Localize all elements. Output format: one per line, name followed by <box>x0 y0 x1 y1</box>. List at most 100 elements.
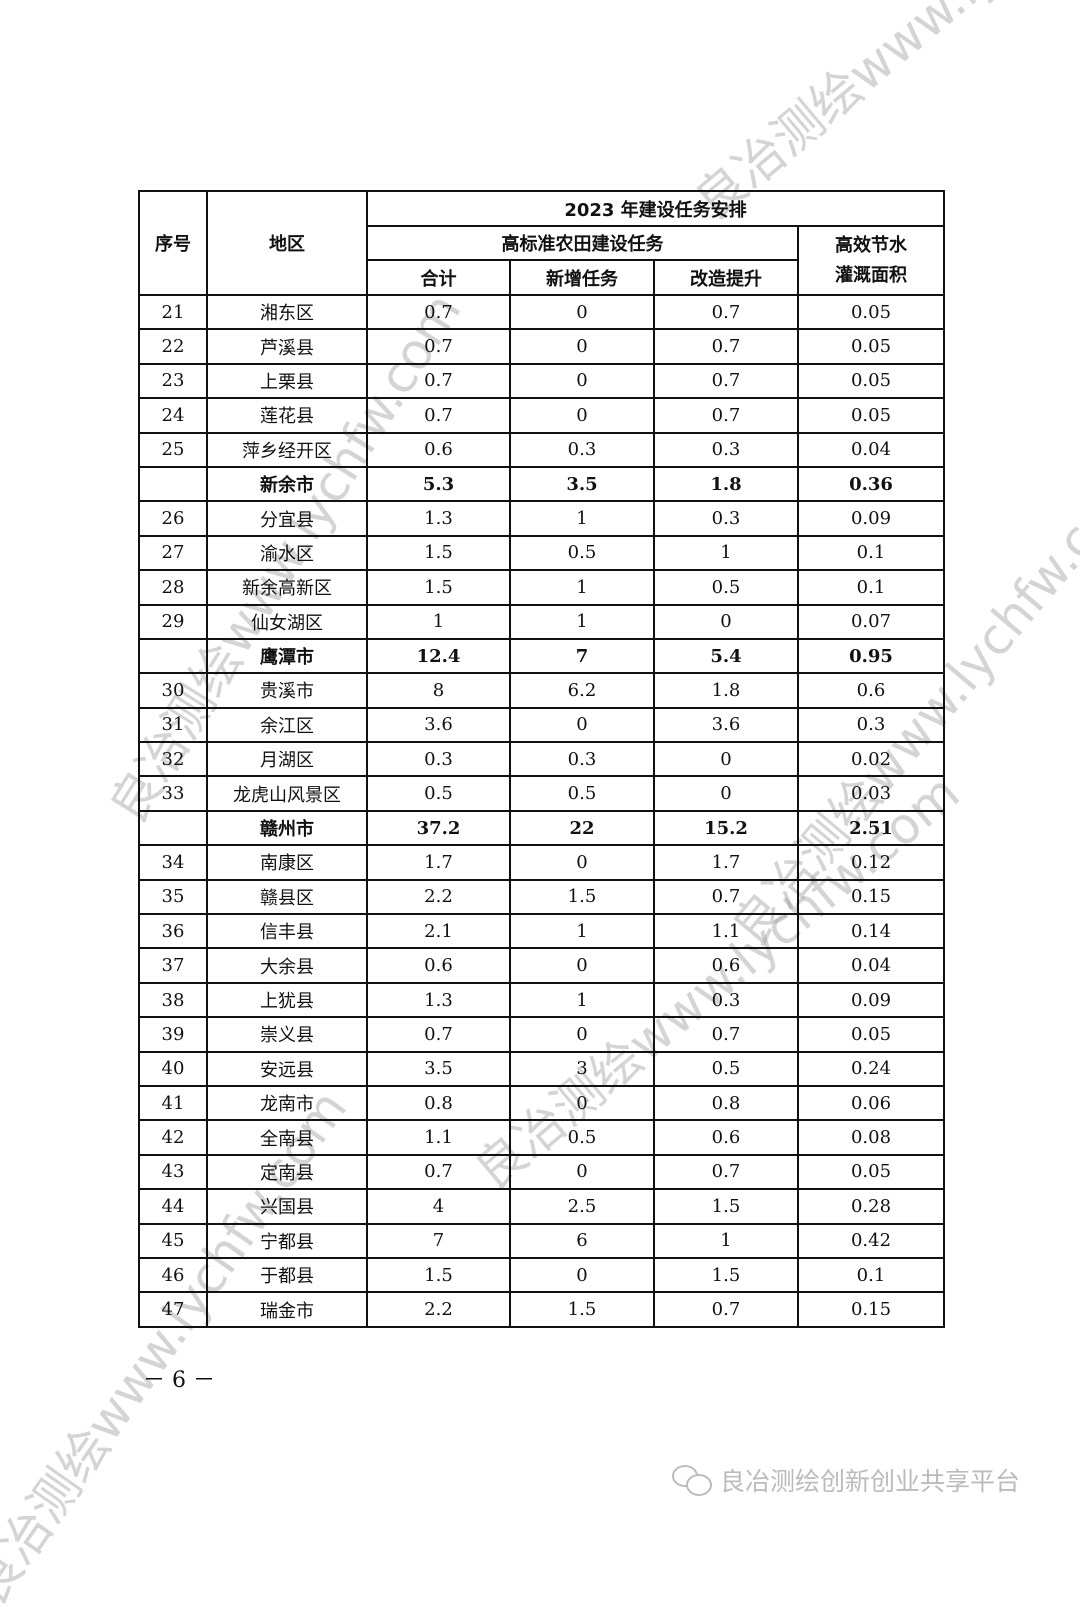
cell-upgrade: 0.7 <box>653 1016 799 1053</box>
cell-new: 0.5 <box>509 534 655 572</box>
cell-total: 4 <box>366 1188 511 1225</box>
cell-water: 0.05 <box>797 362 945 400</box>
cell-seq: 47 <box>138 1291 208 1328</box>
cell-region: 芦溪县 <box>206 328 368 365</box>
cell-total: 0.7 <box>366 293 511 331</box>
cell-region: 渝水区 <box>206 534 368 572</box>
table-row: 37 大余县 0.6 0 0.6 0.04 <box>138 947 945 984</box>
cell-upgrade: 0.5 <box>653 569 799 606</box>
cell-water: 0.06 <box>797 1084 945 1122</box>
cell-water: 0.05 <box>797 293 945 331</box>
table-row: 34 南康区 1.7 0 1.7 0.12 <box>138 844 945 881</box>
cell-water: 2.51 <box>797 809 945 847</box>
cell-region: 上栗县 <box>206 362 368 400</box>
cell-water: 0.05 <box>797 1016 945 1053</box>
table-row: 31 余江区 3.6 0 3.6 0.3 <box>138 706 945 744</box>
cell-new: 0 <box>509 1153 655 1191</box>
cell-region: 瑞金市 <box>206 1291 368 1328</box>
task-table: 序号 地区 2023 年建设任务安排 高标准农田建设任务 高效节水灌溉面积 合计… <box>138 190 945 1328</box>
cell-region: 贵溪市 <box>206 672 368 709</box>
table-row: 30 贵溪市 8 6.2 1.8 0.6 <box>138 672 945 709</box>
cell-total: 7 <box>366 1222 511 1259</box>
cell-upgrade: 0 <box>653 603 799 640</box>
cell-upgrade: 1.1 <box>653 913 799 950</box>
cell-seq: 36 <box>138 913 208 950</box>
cell-water: 0.05 <box>797 1153 945 1191</box>
cell-total: 37.2 <box>366 809 511 847</box>
cell-total: 2.1 <box>366 913 511 950</box>
cell-new: 0 <box>509 293 655 331</box>
table-row: 42 全南县 1.1 0.5 0.6 0.08 <box>138 1119 945 1156</box>
cell-total: 0.8 <box>366 1084 511 1122</box>
cell-upgrade: 0.3 <box>653 431 799 468</box>
cell-total: 1 <box>366 603 511 640</box>
table-row: 29 仙女湖区 1 1 0 0.07 <box>138 603 945 640</box>
cell-water: 0.09 <box>797 500 945 537</box>
cell-seq: 43 <box>138 1153 208 1191</box>
cell-region: 信丰县 <box>206 913 368 950</box>
cell-seq: 39 <box>138 1016 208 1053</box>
table-row: 36 信丰县 2.1 1 1.1 0.14 <box>138 913 945 950</box>
cell-new: 22 <box>509 809 655 847</box>
cell-new: 3 <box>509 1050 655 1087</box>
cell-water: 0.08 <box>797 1119 945 1156</box>
cell-region: 莲花县 <box>206 397 368 434</box>
cell-seq: 44 <box>138 1188 208 1225</box>
cell-upgrade: 0.8 <box>653 1084 799 1122</box>
table-row: 44 兴国县 4 2.5 1.5 0.28 <box>138 1188 945 1225</box>
cell-seq: 35 <box>138 878 208 916</box>
table-row: 46 于都县 1.5 0 1.5 0.1 <box>138 1256 945 1294</box>
table-row: 23 上栗县 0.7 0 0.7 0.05 <box>138 362 945 400</box>
header-water: 高效节水灌溉面积 <box>797 225 945 296</box>
cell-water: 0.95 <box>797 637 945 675</box>
cell-upgrade: 0 <box>653 741 799 778</box>
cell-region: 赣州市 <box>206 809 368 847</box>
cell-upgrade: 0.6 <box>653 1119 799 1156</box>
cell-seq: 32 <box>138 741 208 778</box>
cell-total: 0.6 <box>366 431 511 468</box>
table-row: 赣州市 37.2 22 15.2 2.51 <box>138 809 945 847</box>
cell-new: 0.3 <box>509 741 655 778</box>
cell-water: 0.04 <box>797 947 945 984</box>
cell-region: 鹰潭市 <box>206 637 368 675</box>
cell-new: 0 <box>509 1256 655 1294</box>
table-row: 22 芦溪县 0.7 0 0.7 0.05 <box>138 328 945 365</box>
cell-new: 0 <box>509 362 655 400</box>
cell-seq: 30 <box>138 672 208 709</box>
cell-upgrade: 1 <box>653 1222 799 1259</box>
cell-region: 大余县 <box>206 947 368 984</box>
table-row: 39 崇义县 0.7 0 0.7 0.05 <box>138 1016 945 1053</box>
cell-water: 0.14 <box>797 913 945 950</box>
cell-new: 1 <box>509 603 655 640</box>
table-row: 25 萍乡经开区 0.6 0.3 0.3 0.04 <box>138 431 945 468</box>
cell-total: 3.6 <box>366 706 511 744</box>
cell-total: 1.5 <box>366 569 511 606</box>
cell-region: 新余高新区 <box>206 569 368 606</box>
cell-region: 龙南市 <box>206 1084 368 1122</box>
cell-seq: 31 <box>138 706 208 744</box>
cell-new: 6 <box>509 1222 655 1259</box>
cell-new: 0 <box>509 844 655 881</box>
cell-total: 0.5 <box>366 775 511 812</box>
cell-seq: 41 <box>138 1084 208 1122</box>
table-row: 21 湘东区 0.7 0 0.7 0.05 <box>138 293 945 331</box>
cell-new: 1.5 <box>509 878 655 916</box>
footer-text: 良冶测绘创新创业共享平台 <box>720 1467 1021 1496</box>
cell-upgrade: 3.6 <box>653 706 799 744</box>
cell-new: 0 <box>509 947 655 984</box>
cell-total: 8 <box>366 672 511 709</box>
cell-new: 0 <box>509 706 655 744</box>
cell-region: 分宜县 <box>206 500 368 537</box>
cell-water: 0.3 <box>797 706 945 744</box>
table-row: 33 龙虎山风景区 0.5 0.5 0 0.03 <box>138 775 945 812</box>
cell-region: 月湖区 <box>206 741 368 778</box>
cell-total: 0.7 <box>366 328 511 365</box>
cell-total: 0.7 <box>366 362 511 400</box>
cell-water: 0.1 <box>797 534 945 572</box>
cell-upgrade: 0.7 <box>653 1291 799 1328</box>
cell-seq: 23 <box>138 362 208 400</box>
cell-total: 5.3 <box>366 465 511 503</box>
cell-water: 0.05 <box>797 397 945 434</box>
cell-upgrade: 1 <box>653 534 799 572</box>
cell-water: 0.1 <box>797 569 945 606</box>
